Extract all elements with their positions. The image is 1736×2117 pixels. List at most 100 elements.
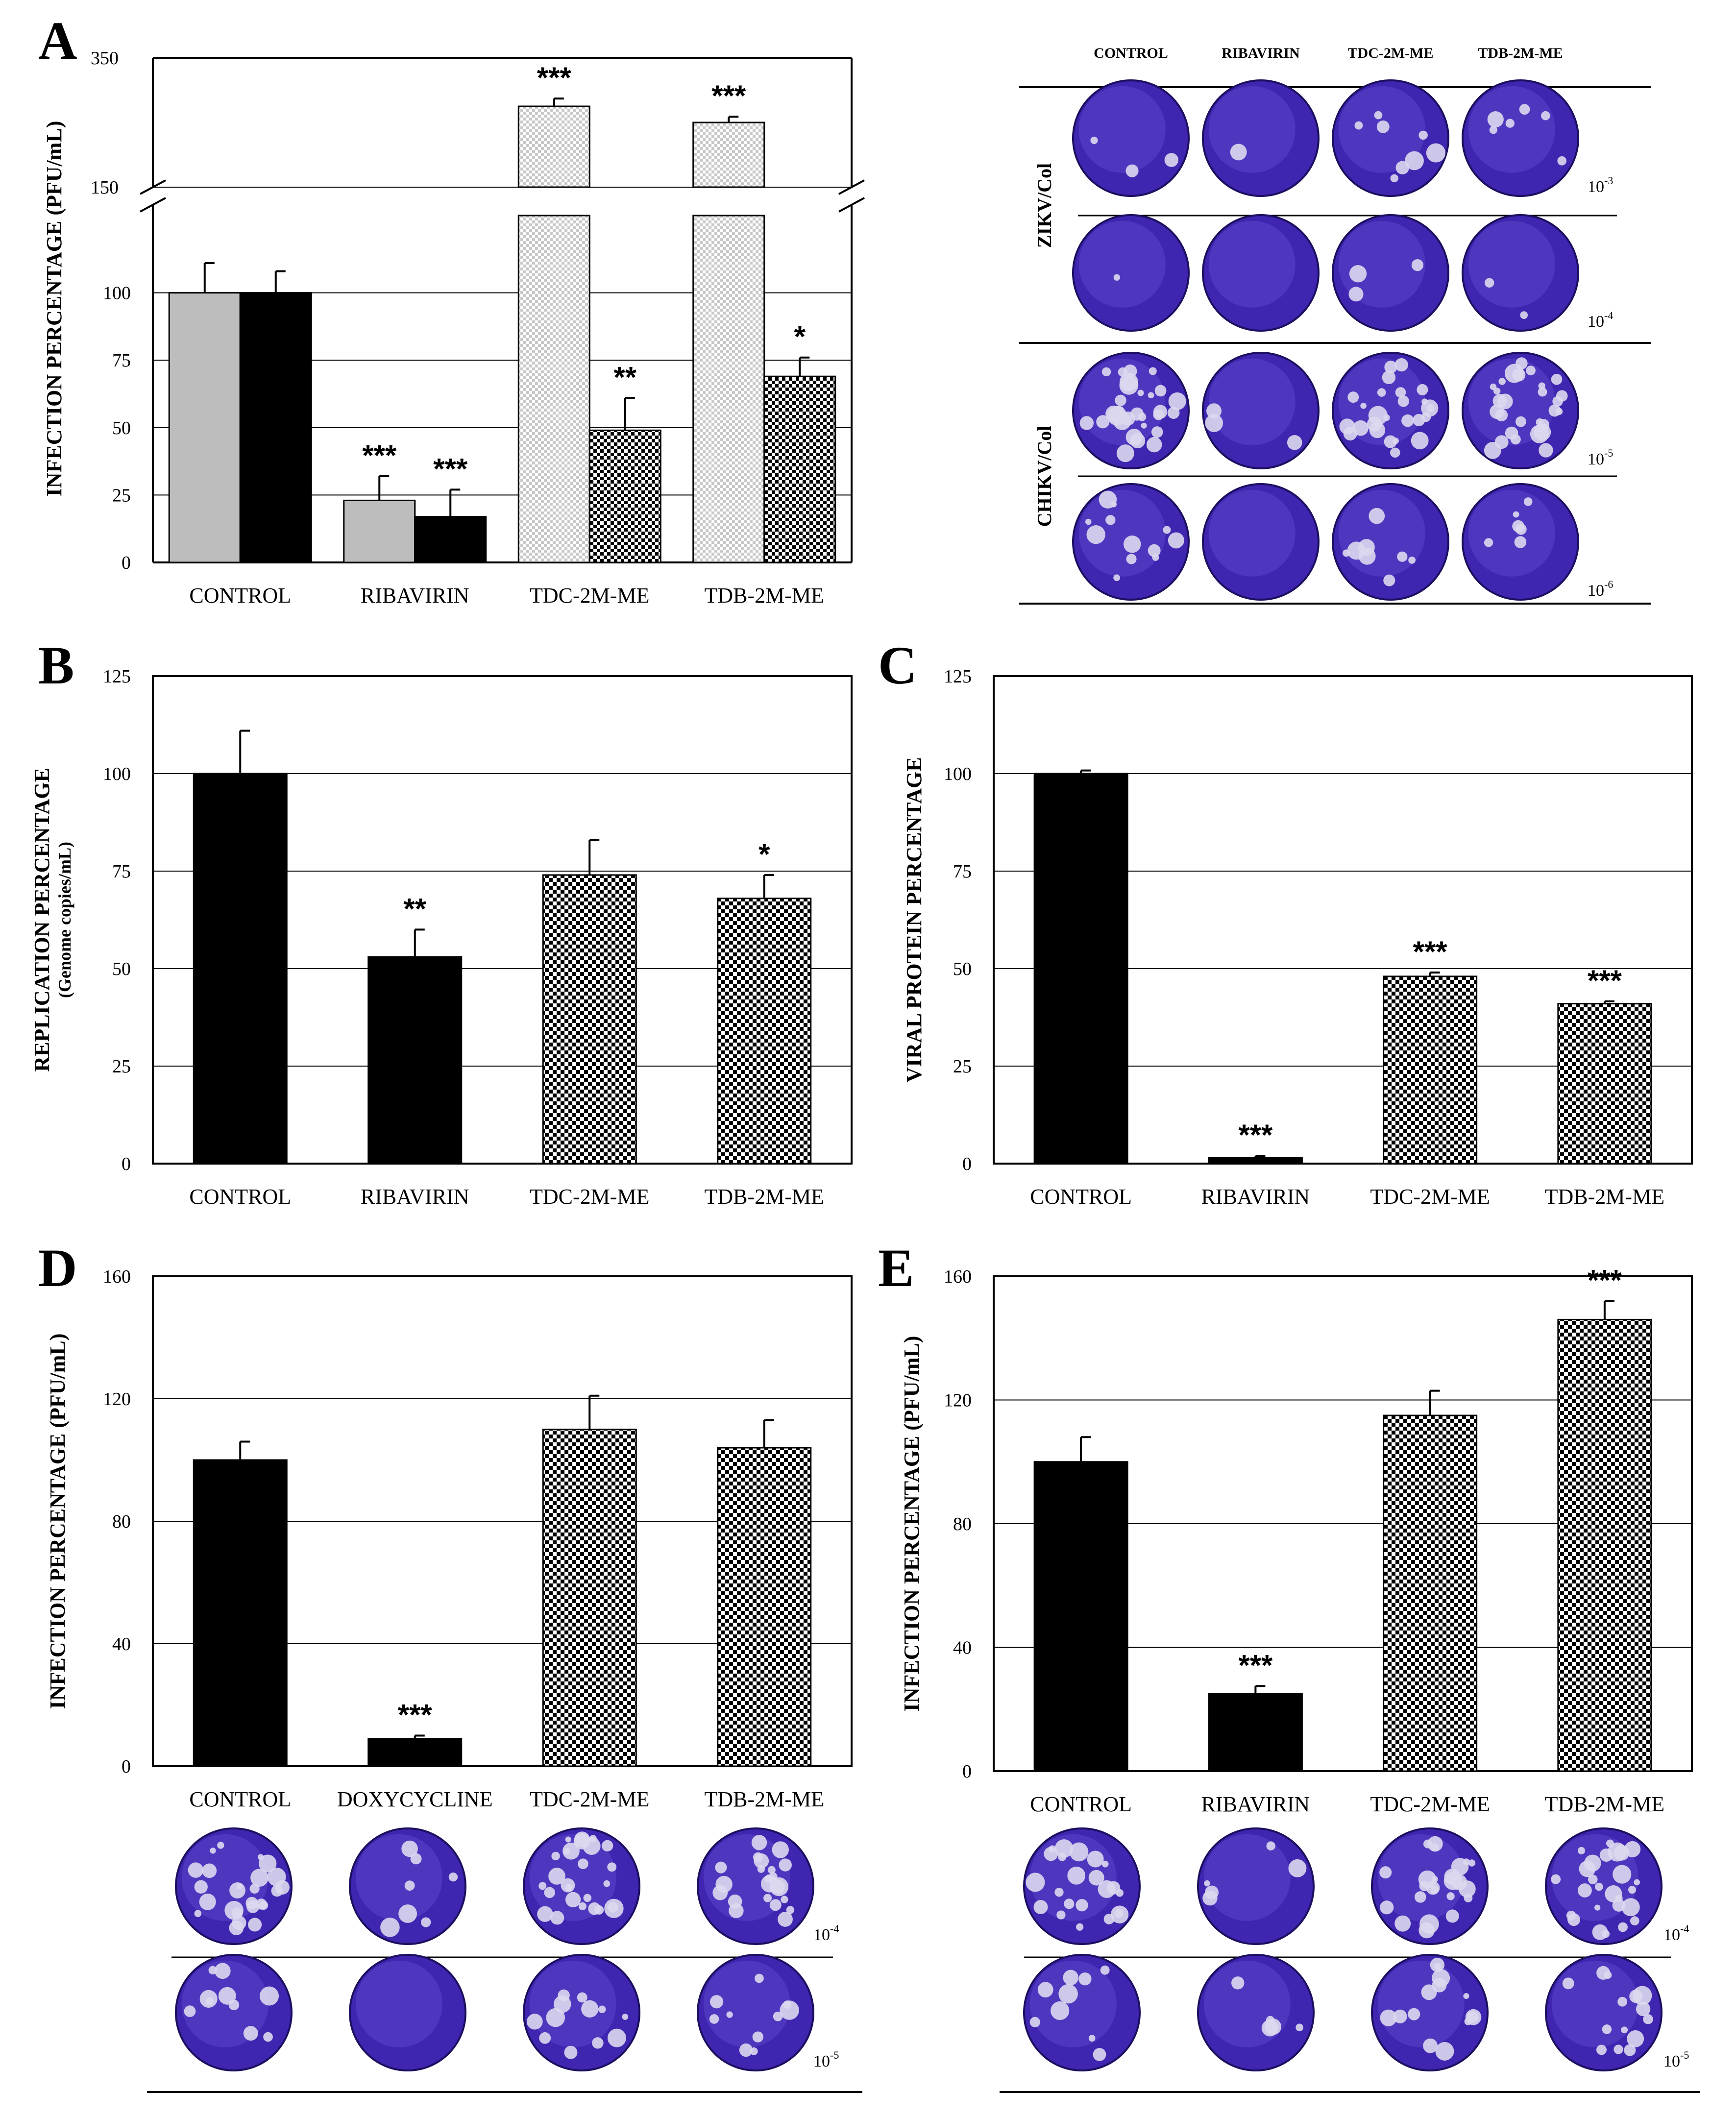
y-tick-label: 125 <box>944 666 972 687</box>
plaque-spot <box>729 1903 744 1919</box>
plaque-spot <box>558 1989 570 2002</box>
bar-tdc-2m-me <box>1383 1414 1478 1772</box>
plaque-spot <box>1116 444 1134 462</box>
plaque-spot <box>421 1917 431 1927</box>
plaque-spot <box>1076 1899 1088 1912</box>
plaque-spot <box>215 1963 231 1979</box>
plaque-spot <box>592 2037 604 2049</box>
plate-column-header: TDC-2M-ME <box>1348 45 1434 61</box>
y-tick-label: 40 <box>953 1638 972 1658</box>
plaque-spot <box>1113 274 1120 281</box>
plaque-spot <box>1101 1860 1109 1868</box>
well-sheen <box>355 1834 442 1921</box>
plaque-spot <box>1121 411 1135 426</box>
plot-frame <box>152 1275 853 1767</box>
plaque-spot <box>1206 403 1222 419</box>
plaque-spot <box>1063 1970 1079 1986</box>
x-category-label: RIBAVIRIN <box>1201 1792 1310 1816</box>
plaque-spot <box>404 1880 415 1891</box>
plaque-spot <box>1613 1865 1632 1884</box>
plaque-spot <box>1167 407 1180 419</box>
x-category-label: TDC-2M-ME <box>530 1185 649 1209</box>
y-tick-label: 80 <box>112 1511 131 1532</box>
dilution-label: 10-4 <box>1588 309 1613 331</box>
plaque-spot <box>1602 2024 1612 2034</box>
plaque-spot <box>750 2047 758 2055</box>
plaque-spot <box>1153 405 1168 419</box>
plaque-well-zikv-col-tdc-2m-me <box>1332 214 1449 332</box>
dilution-label: 10-6 <box>1588 578 1613 600</box>
well-sheen <box>1208 358 1296 445</box>
y-tick-label: 160 <box>103 1266 131 1287</box>
plaque-spot <box>1103 1914 1115 1924</box>
plaque-spot <box>1621 2026 1628 2034</box>
y-axis-label: INFECTION PERCENTAGE (PFU/mL) <box>46 1334 70 1709</box>
well-sheen <box>1078 86 1166 173</box>
well-sheen <box>1203 1834 1291 1921</box>
plaque-spot <box>1541 111 1550 121</box>
plaque-spot <box>1633 1986 1652 2005</box>
plaque-spot <box>1098 1880 1116 1898</box>
plaque-spot <box>1096 415 1110 429</box>
significance-stars: *** <box>1413 935 1448 968</box>
plaque-spot <box>786 1906 795 1914</box>
plaque-spot <box>565 1884 573 1892</box>
plaque-spot <box>1064 1898 1075 1909</box>
plaque-spot <box>1538 419 1550 431</box>
y-tick-label: 50 <box>112 959 131 979</box>
bar-zikv-col-ribavirin <box>343 499 416 563</box>
plaque-spot <box>1354 121 1363 130</box>
plaque-spot <box>763 1894 772 1902</box>
plaque-spot <box>250 1869 269 1887</box>
plaque-spot <box>1516 357 1528 369</box>
plaque-spot <box>602 1840 613 1852</box>
plaque-spot <box>1090 136 1098 145</box>
plaque-spot <box>1643 2014 1653 2024</box>
plaque-spot <box>1360 402 1367 409</box>
plaque-spot <box>780 2000 799 2020</box>
plaque-spot <box>1421 412 1431 422</box>
plaque-spot <box>1538 387 1547 397</box>
plaque-spot <box>1093 2048 1106 2061</box>
plaque-spot <box>1551 373 1563 385</box>
plaque-spot <box>1138 413 1147 421</box>
dilution-label: 10-5 <box>1663 2049 1689 2070</box>
significance-stars: *** <box>1238 1119 1273 1151</box>
y-tick-label: 25 <box>112 1056 131 1077</box>
x-category-label: TDB-2M-ME <box>705 584 824 608</box>
panel-letter-a: A <box>38 11 77 71</box>
plaque-spot <box>1411 432 1429 450</box>
x-category-label: CONTROL <box>189 1787 291 1811</box>
bar-chikv-col-tdc-2m-me <box>588 429 661 563</box>
plaque-spot <box>1421 398 1428 405</box>
plaque-spot <box>546 2008 565 2027</box>
panel-letter-d: D <box>38 1238 77 1298</box>
plaque-spot <box>1141 422 1147 429</box>
y-tick-label: 25 <box>112 485 131 506</box>
plaque-spot <box>1288 1859 1307 1877</box>
plaque-spot <box>1606 1839 1614 1848</box>
bar-tdc-2m-me <box>542 1429 637 1767</box>
plaque-well-chikv-col-ribavirin <box>1202 352 1320 469</box>
plaque-spot <box>1369 508 1385 524</box>
plaque-spot <box>1154 385 1167 397</box>
plaque-spot <box>1526 365 1536 376</box>
plaque-spot <box>1445 1909 1459 1923</box>
plaque-well-e-3 <box>1545 1827 1663 1945</box>
bar-zikv-col-tdb-2m-me-lower <box>692 215 765 563</box>
plaque-spot <box>1230 144 1247 161</box>
y-tick-label: 50 <box>112 418 131 438</box>
plaque-spot <box>1163 526 1171 534</box>
bar-chikv-col-tdb-2m-me <box>763 375 836 563</box>
plaque-spot <box>1489 126 1497 134</box>
significance-stars: * <box>758 838 770 871</box>
plaque-spot <box>1261 2020 1278 2037</box>
plaque-spot <box>603 1880 611 1887</box>
plaque-spot <box>1078 1972 1092 1986</box>
plaque-spot <box>1426 143 1446 163</box>
plaque-spot <box>1615 1895 1623 1902</box>
y-axis-label: INFECTION PERCENTAGE (PFU/mL) <box>42 121 66 497</box>
plaque-spot <box>1383 414 1390 421</box>
plaque-spot <box>1382 370 1396 385</box>
